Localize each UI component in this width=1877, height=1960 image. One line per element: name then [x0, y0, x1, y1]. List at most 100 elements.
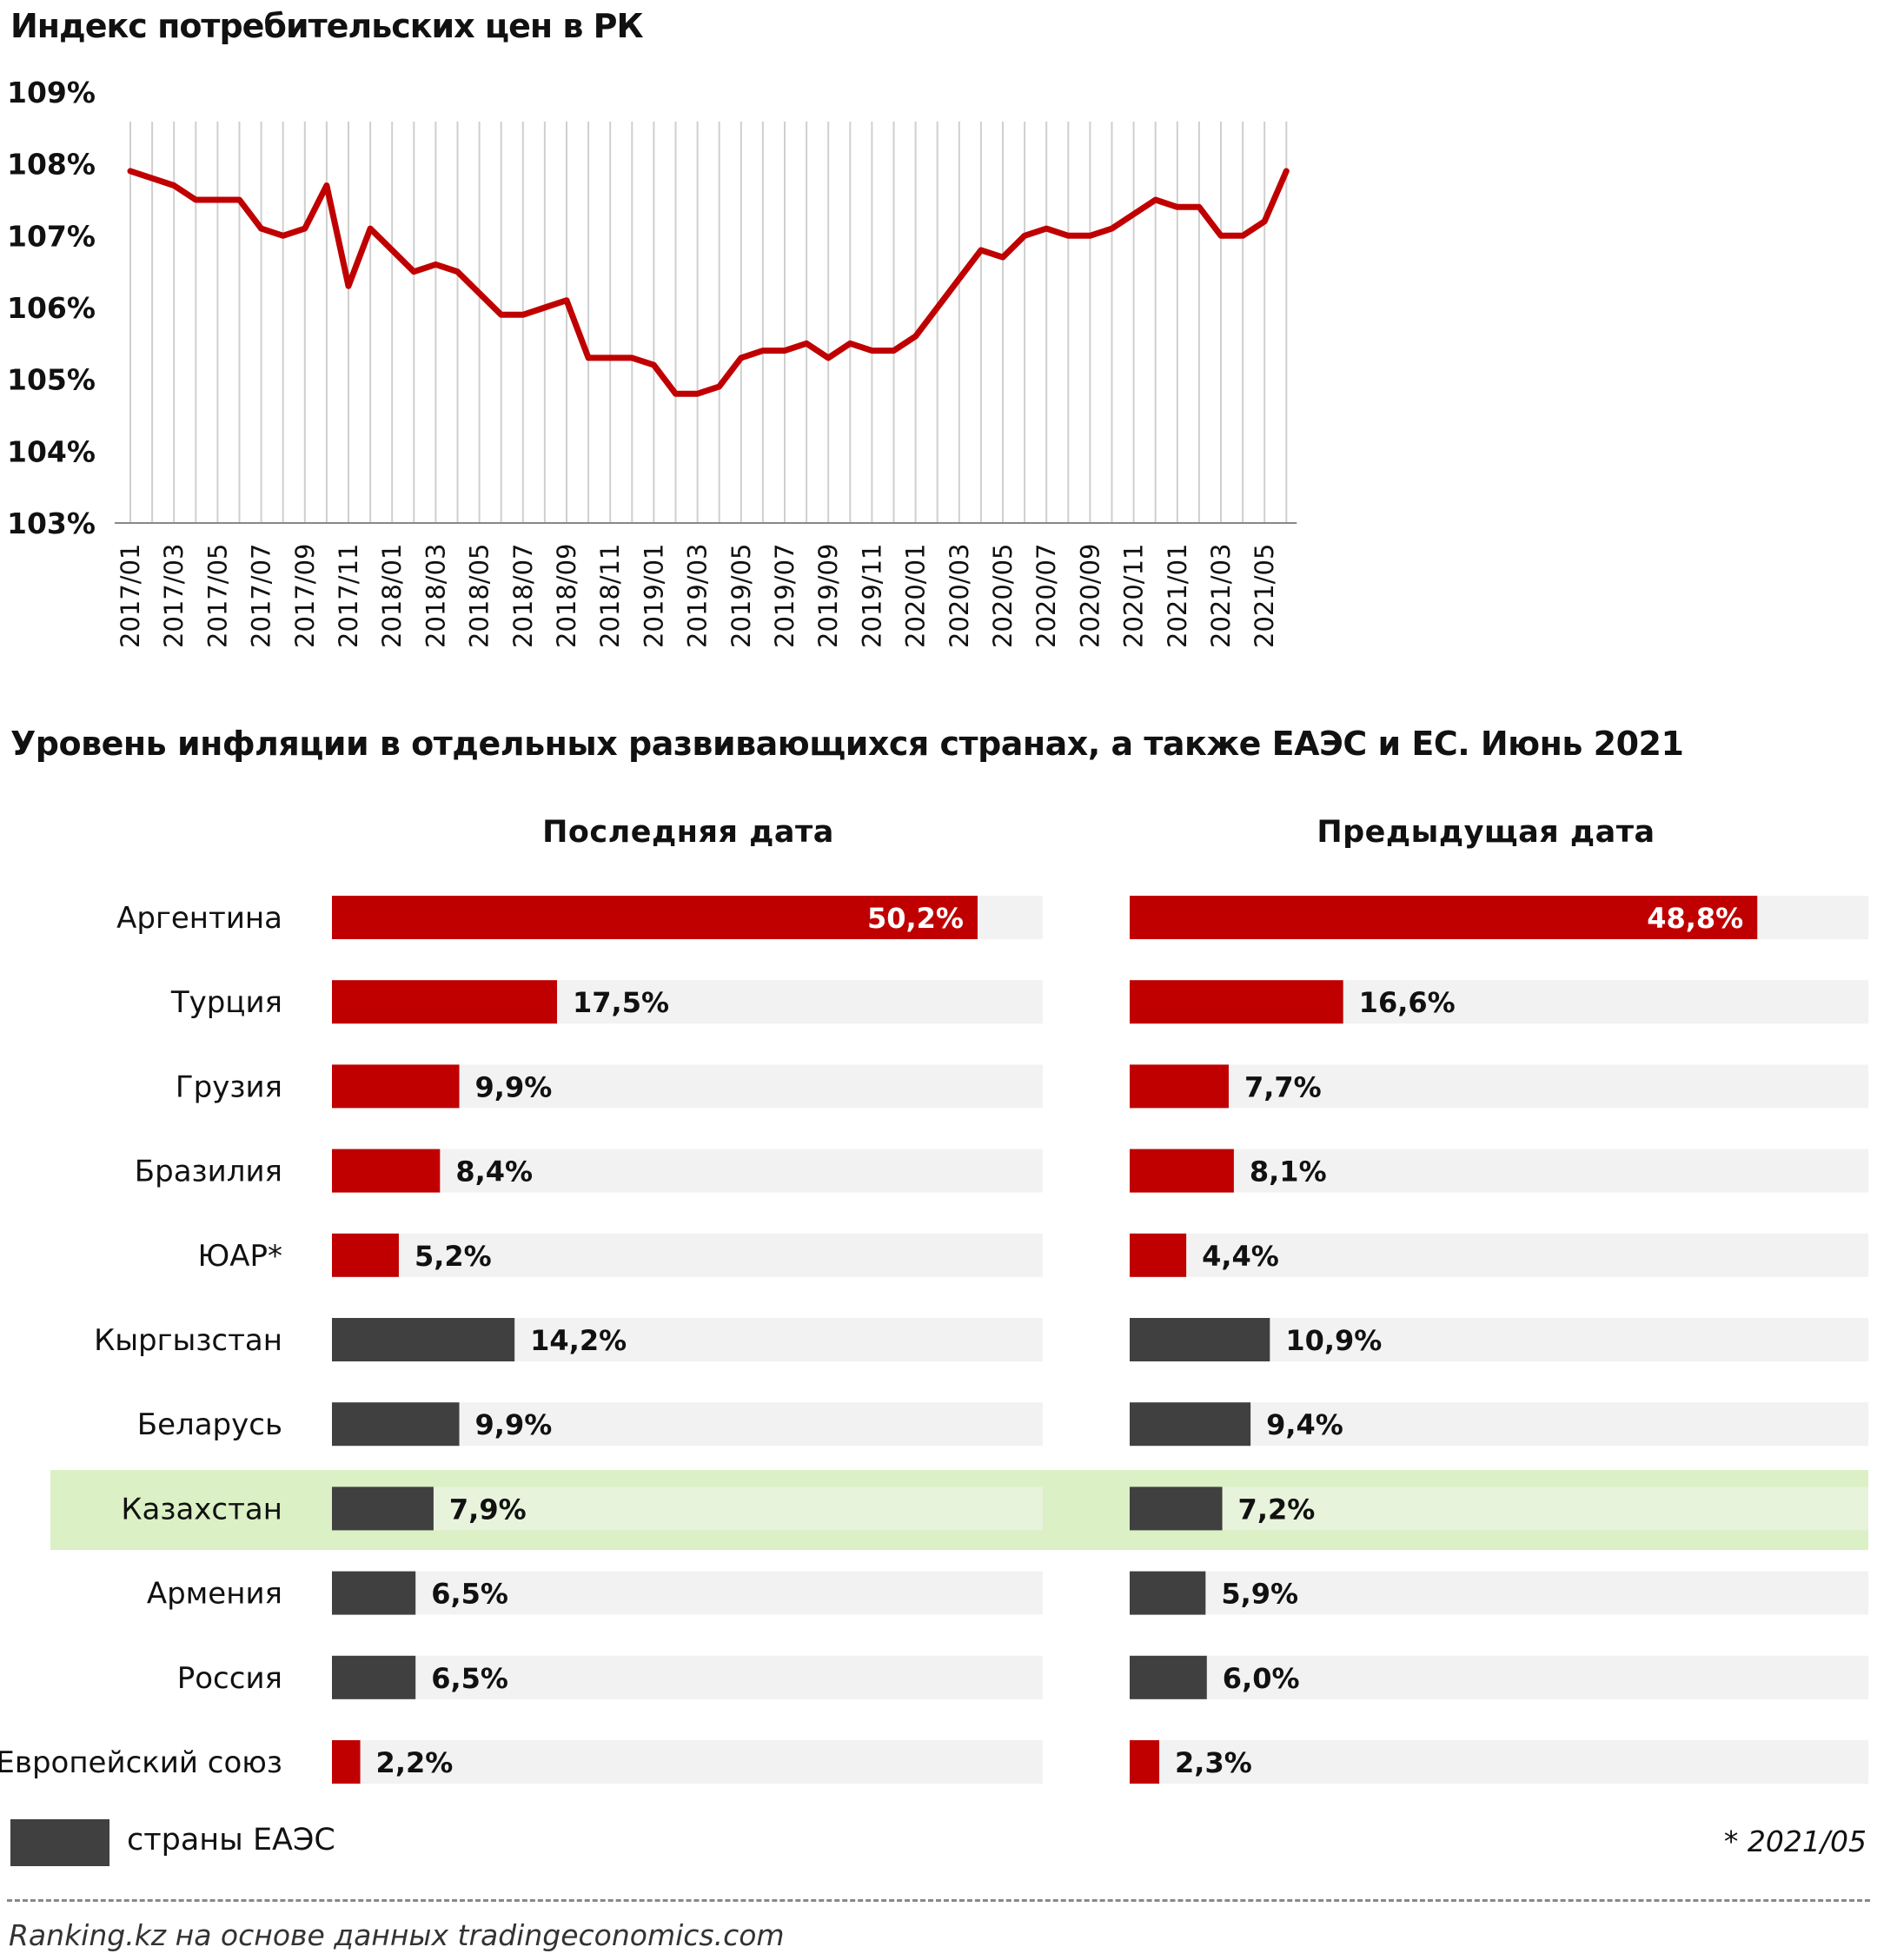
bar-previous [1130, 896, 1758, 939]
x-tick-label: 2017/01 [116, 544, 145, 648]
bar-previous [1130, 1571, 1206, 1615]
bar-previous [1130, 1149, 1234, 1193]
cpi-line-chart: 103% 104% 105% 106% 107% 108% 109% 2017/01 2017/… [7, 76, 1297, 648]
bar-track-latest [332, 1233, 1043, 1277]
y-tick-label: 104% [7, 434, 96, 468]
bar-track-latest [332, 1655, 1043, 1699]
data-label-latest: 9,9% [475, 1408, 553, 1441]
data-label-previous: 48,8% [1647, 902, 1743, 935]
bar-latest [332, 1571, 416, 1615]
y-tick-label: 107% [7, 219, 96, 253]
bar-track-latest [332, 1571, 1043, 1615]
bar-track-previous [1130, 1149, 1868, 1193]
bar-track-previous [1130, 1655, 1868, 1699]
x-tick-label: 2017/07 [247, 544, 276, 648]
x-tick-label: 2021/05 [1250, 544, 1279, 648]
x-tick-label: 2019/01 [639, 544, 668, 648]
bar-previous [1130, 1655, 1207, 1699]
cpi-series-line [127, 168, 1290, 397]
bar-latest [332, 896, 978, 939]
x-tick-label: 2021/03 [1206, 544, 1236, 648]
bar-track-previous [1130, 1571, 1868, 1615]
data-label-latest: 6,5% [431, 1578, 508, 1611]
data-label-previous: 2,3% [1175, 1746, 1252, 1779]
x-tick-label: 2017/09 [290, 544, 320, 648]
bar-previous [1130, 1064, 1229, 1109]
x-tick-label: 2019/11 [857, 544, 886, 648]
x-tick-label: 2021/01 [1163, 544, 1192, 648]
bar-previous [1130, 1318, 1270, 1361]
category-label: Беларусь [137, 1407, 282, 1442]
x-tick-label: 2019/09 [813, 544, 843, 648]
bar-track-latest [332, 1740, 1043, 1784]
category-label: Казахстан [121, 1492, 282, 1526]
x-tick-label: 2020/09 [1075, 544, 1104, 648]
category-label: Россия [177, 1661, 282, 1696]
bar-latest [332, 1233, 399, 1277]
bar-track-previous [1130, 1064, 1868, 1109]
data-label-previous: 10,9% [1285, 1324, 1382, 1357]
category-label: Грузия [176, 1069, 282, 1104]
bar-track-latest [332, 1149, 1043, 1193]
bar-track-previous [1130, 1402, 1868, 1447]
y-tick-label: 105% [7, 363, 96, 397]
x-tick-label: 2018/09 [552, 544, 581, 648]
legend-swatch-eaeu [10, 1819, 109, 1866]
bar-previous [1130, 1740, 1160, 1784]
bar-latest [332, 1149, 441, 1193]
bar-latest [332, 1740, 361, 1784]
data-label-previous: 8,1% [1250, 1155, 1327, 1189]
bar-latest [332, 1318, 515, 1361]
bar-previous [1130, 1402, 1251, 1447]
x-tick-label: 2019/05 [726, 544, 756, 648]
data-label-latest: 8,4% [455, 1155, 533, 1189]
source-note: Ranking.kz на основе данных tradingecono… [9, 1918, 785, 1952]
data-label-previous: 16,6% [1359, 986, 1456, 1019]
y-tick-label: 103% [7, 507, 96, 540]
x-tick-label: 2019/03 [683, 544, 713, 648]
data-label-previous: 6,0% [1223, 1662, 1300, 1695]
category-label: Турция [170, 985, 282, 1020]
x-tick-label: 2018/03 [421, 544, 450, 648]
y-tick-label: 109% [7, 76, 96, 109]
data-label-latest: 6,5% [431, 1662, 508, 1695]
x-tick-label: 2017/11 [334, 544, 363, 648]
bar-latest [332, 1402, 460, 1447]
data-label-previous: 9,4% [1266, 1408, 1343, 1441]
x-tick-label: 2020/05 [988, 544, 1018, 648]
bar-previous [1130, 1487, 1223, 1531]
x-tick-label: 2019/07 [770, 544, 799, 648]
bar-track-previous [1130, 1487, 1868, 1531]
data-label-previous: 7,7% [1244, 1070, 1322, 1103]
category-label: Европейский союз [0, 1745, 282, 1780]
x-tick-label: 2020/01 [901, 544, 931, 648]
x-tick-label: 2017/05 [202, 544, 232, 648]
category-label: ЮАР* [198, 1239, 282, 1274]
footer-divider [7, 1899, 1870, 1902]
bar-track-previous [1130, 1740, 1868, 1784]
category-label: Армения [147, 1577, 282, 1612]
bar-latest [332, 1487, 434, 1531]
x-tick-label: 2020/11 [1119, 544, 1149, 648]
data-label-latest: 5,2% [415, 1240, 492, 1273]
bar-latest [332, 980, 557, 1024]
inflation-chart-title: Уровень инфляции в отдельных развивающих… [10, 725, 1684, 763]
x-tick-label: 2020/03 [945, 544, 974, 648]
data-label-latest: 50,2% [867, 902, 964, 935]
footnote: * 2021/05 [1723, 1824, 1867, 1858]
data-label-latest: 9,9% [475, 1070, 553, 1103]
column-header-latest: Последняя дата [542, 815, 834, 850]
bar-previous [1130, 1233, 1187, 1277]
y-tick-label: 106% [7, 291, 96, 325]
bar-latest [332, 1064, 460, 1109]
legend-label-eaeu: страны ЕАЭС [127, 1823, 335, 1857]
column-header-previous: Предыдущая дата [1317, 815, 1655, 850]
x-tick-label: 2018/11 [595, 544, 625, 648]
data-label-latest: 2,2% [376, 1746, 454, 1779]
y-tick-label: 108% [7, 148, 96, 182]
x-tick-label: 2017/03 [159, 544, 189, 648]
data-label-latest: 17,5% [573, 986, 669, 1019]
data-label-latest: 14,2% [530, 1324, 627, 1357]
cpi-chart-title: Индекс потребительских цен в РК [10, 7, 644, 45]
inflation-bar-chart: Аргентина 50,2% 48,8% Турция 17,5% 16,6% Грузи… [0, 896, 1868, 1784]
